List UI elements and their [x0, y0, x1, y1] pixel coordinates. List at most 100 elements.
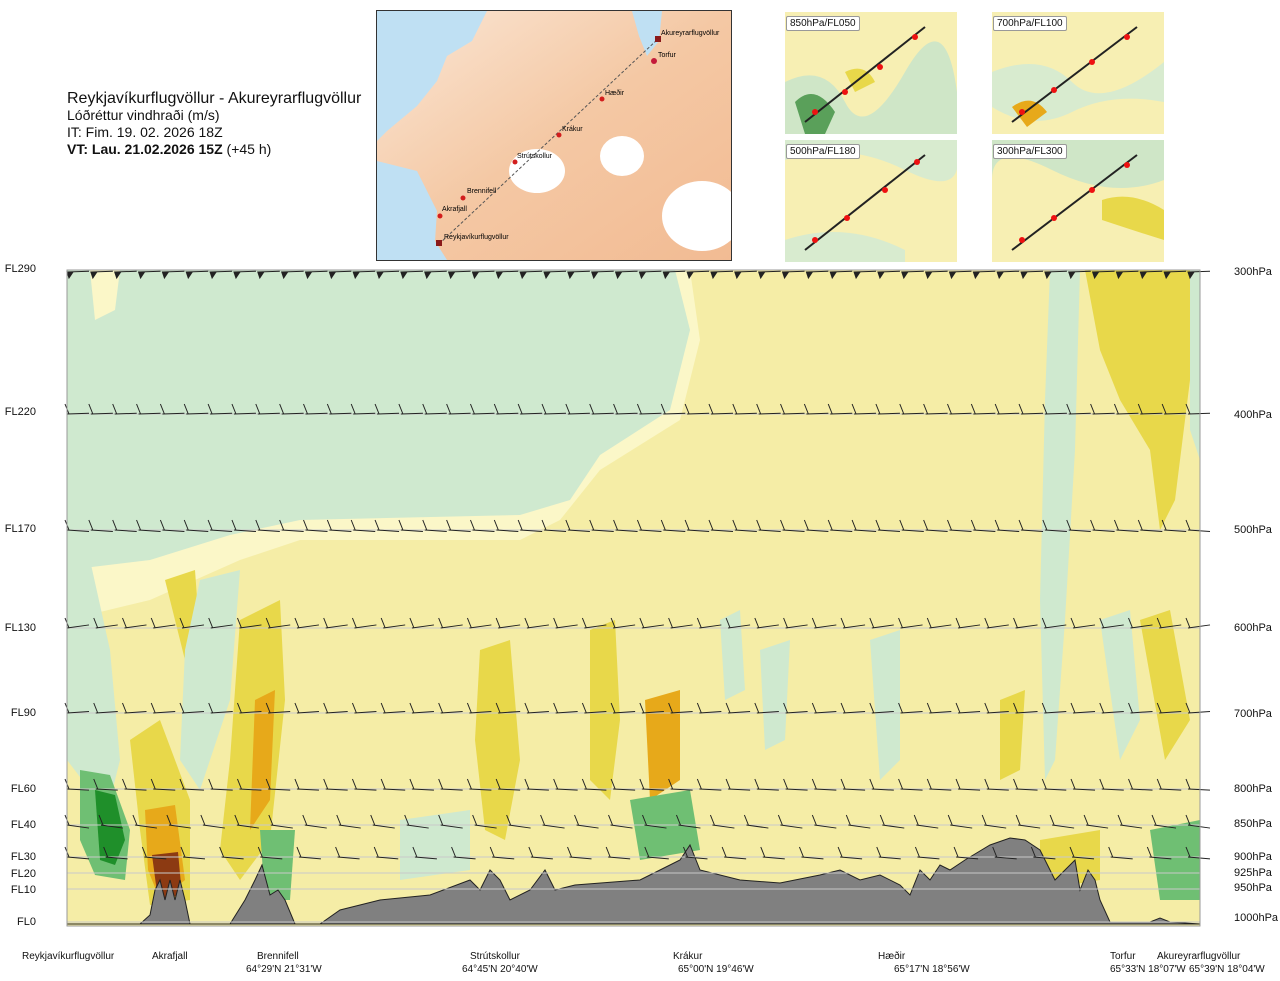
wind-barb-shaft — [734, 412, 757, 415]
wind-barb-shaft — [663, 412, 686, 415]
wind-barb-shaft — [567, 529, 590, 533]
wind-barb-shaft — [555, 710, 578, 714]
wind-barb-feather — [112, 403, 118, 415]
wind-barb-shaft — [492, 856, 515, 860]
wind-barb-feather — [183, 403, 189, 415]
station-name: Akrafjall — [152, 951, 188, 962]
wind-barb-shaft — [591, 412, 614, 415]
wind-barb-shaft — [986, 788, 1009, 791]
wind-barb-shaft — [687, 412, 710, 415]
wind-barb-shaft — [871, 710, 894, 714]
wind-barb-feather — [1013, 778, 1019, 790]
wind-barb-feather — [581, 778, 587, 790]
wind-barb-feather — [236, 702, 242, 714]
wind-barb-feather — [660, 519, 666, 531]
wind-barb-feather — [373, 846, 379, 858]
wind-barb-shaft — [610, 824, 633, 829]
wind-barb-shaft — [830, 529, 853, 533]
wind-barb-shaft — [469, 788, 492, 791]
wind-barb-shaft — [758, 412, 781, 415]
wind-barb-shaft — [448, 412, 471, 415]
wind-barb-shaft — [469, 624, 492, 629]
wind-barb-feather — [279, 403, 285, 415]
wind-barb-shaft — [329, 412, 352, 415]
wind-barb-feather — [1070, 617, 1076, 629]
wind-barb-feather — [517, 403, 523, 415]
wind-barb-feather — [869, 702, 875, 714]
wind-barb-shaft — [181, 624, 205, 629]
wind-barb-feather — [781, 271, 790, 280]
wind-barb-feather — [1099, 778, 1105, 790]
wind-barb-feather — [757, 271, 766, 280]
wind-barb-feather — [1156, 778, 1162, 790]
wind-barb-shaft — [337, 856, 360, 860]
wind-barb-feather — [541, 403, 547, 415]
wind-barb-feather — [610, 702, 616, 714]
wind-barb-shaft — [353, 412, 376, 415]
wind-barb-shaft — [780, 824, 803, 829]
wind-barb-feather — [409, 778, 415, 790]
mini-map-850-svg — [785, 12, 957, 134]
wind-barb-feather — [112, 519, 118, 531]
wind-barb-feather — [754, 617, 760, 629]
wind-barb-shaft — [997, 529, 1020, 533]
wind-barb-feather — [1069, 846, 1075, 858]
wind-barb-feather — [732, 519, 738, 531]
wind-barb-feather — [725, 617, 731, 629]
wind-barb-feather — [684, 519, 690, 531]
wind-barb-shaft — [95, 624, 118, 629]
wind-barb-shaft — [530, 856, 553, 860]
hpa-label: 400hPa — [1234, 409, 1272, 421]
wind-barb-shaft — [728, 788, 751, 791]
wind-barb-shaft — [233, 412, 256, 415]
wind-barb-shaft — [1159, 624, 1182, 629]
wind-barb-feather — [589, 403, 595, 415]
wind-barb-feather — [553, 778, 559, 790]
wind-barbs — [64, 270, 1211, 860]
wind-barb-shaft — [372, 824, 395, 829]
wind-barb-shaft — [1101, 624, 1124, 629]
station-label-haedir: Hæðir — [605, 89, 625, 97]
wind-barb-feather — [409, 702, 415, 714]
wind-barb-shaft — [871, 788, 894, 791]
wind-barb-feather — [279, 519, 285, 531]
wind-barb-feather — [1042, 403, 1048, 415]
wind-barb-shaft — [239, 788, 262, 791]
wind-barb-feather — [1068, 271, 1076, 280]
wind-barb-feather — [303, 403, 308, 415]
station-coord: 64°29'N 21°31'W — [246, 964, 322, 975]
wind-barb-feather — [161, 271, 170, 280]
wind-barb-feather — [524, 702, 530, 714]
wind-barb-shaft — [986, 624, 1009, 629]
wind-barb-feather — [98, 814, 104, 826]
wind-barb-shaft — [929, 624, 952, 629]
wind-barb-feather — [233, 271, 241, 280]
wind-barb-shaft — [338, 824, 361, 829]
wind-barb-shaft — [400, 412, 423, 415]
wind-barb-shaft — [925, 412, 948, 415]
wind-barb-feather — [642, 814, 647, 826]
wind-barb-feather — [257, 271, 265, 280]
wind-barb-feather — [565, 403, 571, 415]
wind-barb-feather — [1041, 778, 1047, 790]
wind-barb-shaft — [496, 529, 519, 533]
wind-barb-shaft — [1052, 824, 1075, 829]
wind-barb-feather — [323, 778, 329, 790]
wind-barb-shaft — [66, 824, 90, 829]
wind-barb-feather — [179, 778, 185, 790]
fl-label: FL90 — [10, 707, 36, 719]
wind-barb-shaft — [181, 788, 205, 791]
wind-barb-shaft — [66, 856, 90, 860]
wind-barb-feather — [422, 519, 428, 531]
wind-barb-shaft — [325, 710, 348, 714]
wind-barb-feather — [879, 814, 885, 826]
wind-barb-shaft — [1044, 624, 1067, 629]
wind-barb-feather — [840, 702, 846, 714]
wind-barb-feather — [519, 271, 528, 280]
wind-barb-feather — [899, 519, 905, 531]
wind-barb-feather — [1185, 814, 1191, 826]
wind-barb-feather — [424, 271, 432, 280]
wind-barb-shaft — [584, 710, 607, 714]
wind-barb-feather — [947, 814, 953, 826]
wind-barb-shaft — [90, 529, 113, 533]
